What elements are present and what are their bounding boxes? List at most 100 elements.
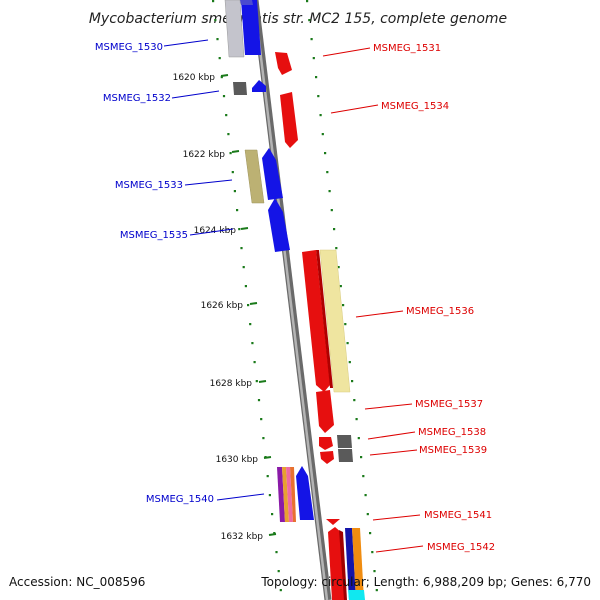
- gene-label-msmeg-1530[interactable]: MSMEG_1530: [95, 42, 163, 53]
- kbp-label: 1628 kbp: [210, 379, 253, 389]
- gene-label-msmeg-1534[interactable]: MSMEG_1534: [381, 101, 449, 112]
- track-dot: [253, 361, 256, 364]
- track-dot: [373, 570, 376, 573]
- gene-label-msmeg-1538[interactable]: MSMEG_1538: [418, 427, 486, 438]
- track-dot: [271, 513, 274, 516]
- label-leaders: [163, 39, 424, 553]
- accession-text: Accession: NC_008596: [9, 575, 145, 589]
- track-dot: [333, 228, 336, 231]
- track-dot: [364, 494, 367, 497]
- gene-feature-msmeg-1531[interactable]: [275, 52, 292, 75]
- gene-feature-msmeg-1540-arrow[interactable]: [296, 466, 314, 520]
- gene-feature-msmeg-1540[interactable]: [277, 467, 285, 522]
- gene-feature-msmeg-1542-orange[interactable]: [352, 528, 364, 600]
- gene-feature-msmeg-1540-d[interactable]: [290, 467, 296, 522]
- kbp-label: 1632 kbp: [221, 532, 264, 542]
- gene-feature-msmeg-1536[interactable]: [302, 250, 330, 392]
- track-dot: [212, 0, 215, 3]
- track-dot: [344, 323, 347, 326]
- left-tick-track: [212, 0, 282, 592]
- gene-label-msmeg-1537[interactable]: MSMEG_1537: [415, 399, 483, 410]
- track-dot: [342, 304, 345, 307]
- track-dot: [346, 342, 349, 345]
- gene-feature-msmeg-1542-cyan[interactable]: [348, 590, 365, 600]
- track-dot: [266, 475, 269, 478]
- track-dot: [277, 570, 280, 573]
- track-dot: [326, 171, 329, 174]
- gene-feature-msmeg-1535[interactable]: [268, 198, 290, 252]
- right-tick-track: [306, 0, 378, 592]
- gene-feature-msmeg-1533[interactable]: [244, 149, 265, 204]
- track-dot: [369, 532, 372, 535]
- track-dot: [268, 494, 271, 497]
- gene-label-msmeg-1541[interactable]: MSMEG_1541: [424, 510, 492, 521]
- track-dot: [353, 399, 356, 402]
- track-dot: [321, 133, 324, 136]
- gene-feature-msmeg-1540-b[interactable]: [282, 467, 289, 522]
- track-dot: [255, 380, 258, 383]
- track-dot: [279, 589, 282, 592]
- track-dot: [360, 456, 363, 459]
- kbp-label: 1624 kbp: [194, 226, 237, 236]
- gene-feature-msmeg-1538[interactable]: [319, 437, 333, 450]
- track-dot: [249, 323, 252, 326]
- gene-feature-msmeg-1532-arrow[interactable]: [252, 80, 266, 92]
- track-dot: [310, 38, 313, 41]
- kbp-label: 1622 kbp: [183, 150, 226, 160]
- gene-feature-msmeg-1542-shade: [339, 530, 347, 600]
- kbp-scale: 1620 kbp 1622 kbp 1624 kbp 1626 kbp 1628…: [173, 73, 264, 542]
- track-dot: [375, 589, 378, 592]
- gene-label-msmeg-1539[interactable]: MSMEG_1539: [419, 445, 487, 456]
- track-dot: [366, 513, 369, 516]
- gene-feature-msmeg-1539-grey[interactable]: [338, 449, 353, 462]
- gene-features: [224, 0, 365, 600]
- gene-feature-msmeg-1536-shade: [316, 250, 333, 388]
- gene-label-msmeg-1531[interactable]: MSMEG_1531: [373, 43, 441, 54]
- gene-feature-msmeg-1539[interactable]: [320, 451, 334, 464]
- gene-feature-msmeg-1541[interactable]: [326, 519, 340, 525]
- gene-feature-msmeg-1540-c[interactable]: [286, 467, 293, 522]
- gene-feature[interactable]: [224, 0, 245, 58]
- track-dot: [225, 114, 228, 117]
- track-dot: [339, 285, 342, 288]
- track-dot: [355, 418, 358, 421]
- track-dot: [214, 19, 217, 22]
- track-dot: [257, 399, 261, 402]
- gene-feature-msmeg-1533-arrow[interactable]: [262, 148, 283, 200]
- track-dot: [308, 19, 311, 22]
- track-dot: [238, 228, 241, 231]
- track-dot: [324, 152, 327, 155]
- track-dot: [273, 532, 276, 535]
- gene-feature-msmeg-1536-pale[interactable]: [319, 249, 351, 393]
- genome-backbone: [251, 0, 332, 600]
- gene-label-msmeg-1535[interactable]: MSMEG_1535: [120, 230, 188, 241]
- gene-label-msmeg-1540[interactable]: MSMEG_1540: [146, 494, 214, 505]
- gene-label-msmeg-1542[interactable]: MSMEG_1542: [427, 542, 495, 553]
- track-dot: [260, 418, 263, 421]
- gene-feature-msmeg-1542-blue[interactable]: [345, 528, 356, 600]
- gene-feature-msmeg-1532[interactable]: [233, 82, 247, 95]
- gene-feature-msmeg-1537[interactable]: [316, 390, 334, 433]
- track-dot: [220, 76, 223, 79]
- gene-label-msmeg-1536[interactable]: MSMEG_1536: [406, 306, 474, 317]
- gene-feature-msmeg-1534[interactable]: [280, 92, 298, 148]
- track-dot: [227, 133, 230, 136]
- track-dot: [251, 342, 254, 345]
- track-dot: [335, 247, 338, 250]
- track-dot: [247, 304, 250, 307]
- track-dot: [330, 209, 333, 212]
- kbp-label: 1630 kbp: [216, 455, 259, 465]
- track-dot: [312, 57, 315, 60]
- track-dot: [315, 76, 318, 79]
- gene-label-msmeg-1533[interactable]: MSMEG_1533: [115, 180, 183, 191]
- gene-feature-msmeg-1538-grey[interactable]: [337, 435, 352, 448]
- track-dot: [242, 266, 245, 269]
- track-dot: [244, 285, 247, 288]
- gene-feature[interactable]: [240, 0, 253, 5]
- gene-label-msmeg-1532[interactable]: MSMEG_1532: [103, 93, 171, 104]
- map-title: Mycobacterium smegmatis str. MC2 155, co…: [89, 11, 507, 27]
- gene-feature[interactable]: [241, 0, 261, 55]
- kbp-label: 1626 kbp: [201, 301, 244, 311]
- track-dot: [317, 95, 320, 98]
